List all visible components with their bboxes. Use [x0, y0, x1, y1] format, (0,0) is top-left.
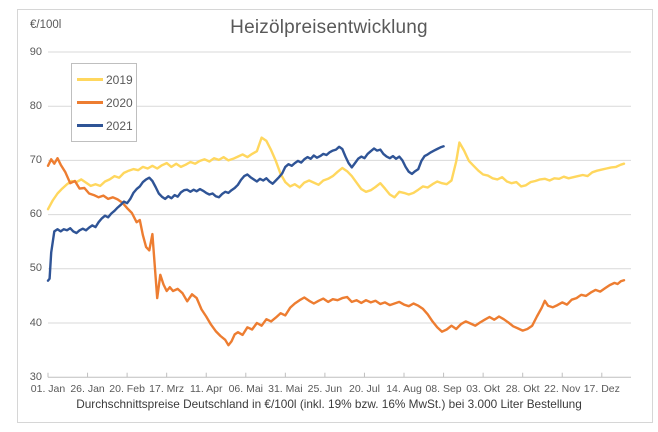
chart-subtitle: Durchschnittspreise Deutschland in €/100… — [76, 397, 582, 411]
x-axis-ticks — [47, 372, 603, 378]
x-tick-label: 17. Dez — [583, 383, 620, 395]
y-tick-label-40: 40 — [29, 316, 42, 329]
y-tick-label-80: 80 — [29, 99, 42, 112]
x-tick-label: 22. Nov — [544, 383, 581, 395]
legend-label-2020: 2020 — [106, 95, 133, 110]
y-tick-label-50: 50 — [29, 262, 42, 275]
x-tick-label: 14. Aug — [386, 383, 422, 395]
y-tick-label-90: 90 — [29, 45, 42, 58]
legend-item-2021: 2021 — [77, 118, 133, 133]
x-tick-label: 01. Jan — [30, 383, 66, 395]
legend-label-2021: 2021 — [106, 118, 133, 133]
y-tick-label-70: 70 — [29, 153, 42, 166]
x-tick-label: 20. Jul — [348, 383, 380, 395]
x-tick-label: 08. Sep — [425, 383, 462, 395]
legend-item-2020: 2020 — [77, 95, 133, 110]
y-tick-label-30: 30 — [29, 370, 42, 383]
series-line-2020 — [46, 156, 626, 347]
series-lines — [46, 136, 626, 347]
x-tick-label: 11. Apr — [189, 383, 223, 395]
legend-item-2019: 2019 — [77, 72, 133, 87]
chart-title: Heizölpreisentwicklung — [230, 17, 428, 38]
x-tick-label: 17. Mrz — [149, 383, 185, 395]
y-tick-label-60: 60 — [29, 208, 42, 221]
legend-swatch-2020 — [77, 101, 103, 104]
x-tick-label: 31. Mai — [268, 383, 303, 395]
legend: 2019 2020 2021 — [71, 63, 137, 142]
x-tick-label: 03. Okt — [466, 383, 501, 395]
y-axis-unit-label: €/100l — [30, 19, 62, 31]
legend-swatch-2021 — [77, 124, 103, 127]
x-tick-label: 28. Okt — [505, 383, 540, 395]
x-tick-label: 25. Jun — [307, 383, 343, 395]
series-line-2019 — [46, 136, 626, 211]
x-tick-label: 06. Mai — [228, 383, 263, 395]
legend-swatch-2019 — [77, 78, 103, 81]
legend-label-2019: 2019 — [106, 72, 133, 87]
x-tick-label: 20. Feb — [109, 383, 145, 395]
series-line-2021 — [46, 145, 445, 282]
x-tick-label: 26. Jan — [70, 383, 105, 395]
